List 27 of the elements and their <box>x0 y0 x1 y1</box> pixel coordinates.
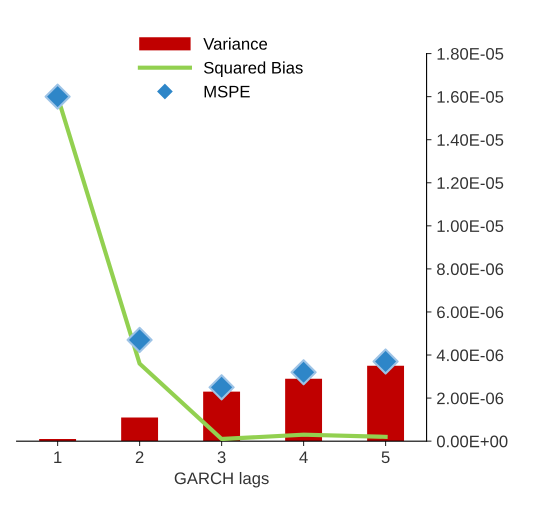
y-tick-label: 1.20E-05 <box>438 177 504 189</box>
point <box>372 348 399 375</box>
bar <box>121 417 158 442</box>
y-tick-label: 8.00E-06 <box>437 263 504 276</box>
legend-label: Variance <box>203 38 268 50</box>
x-tick-label: 4 <box>299 451 308 463</box>
y-tick-label: 0.00E+00 <box>436 436 508 448</box>
x-axis-title: GARCH lags <box>174 472 269 488</box>
point <box>126 326 153 354</box>
point <box>44 84 71 110</box>
point <box>208 374 235 400</box>
legend-label: MSPE <box>204 86 250 98</box>
y-tick-label: 1.60E-05 <box>438 91 504 103</box>
y-tick-label: 2.00E-06 <box>437 392 504 404</box>
y-tick-label: 1.80E-05 <box>438 48 504 60</box>
x-tick-label: 3 <box>218 451 226 464</box>
x-tick-label: 1 <box>54 451 62 463</box>
bar <box>367 366 404 442</box>
y-tick-label: 4.00E-06 <box>436 349 504 362</box>
y-tick-label: 1.00E-05 <box>438 220 504 232</box>
x-tick-label: 5 <box>382 451 390 464</box>
bar <box>285 378 322 442</box>
y-tick-label: 1.40E-05 <box>438 134 504 146</box>
x-tick-label: 2 <box>136 451 144 463</box>
y-tick-label: 6.00E-06 <box>437 306 504 318</box>
point <box>290 359 317 386</box>
legend-label: Squared Bias <box>204 61 303 77</box>
